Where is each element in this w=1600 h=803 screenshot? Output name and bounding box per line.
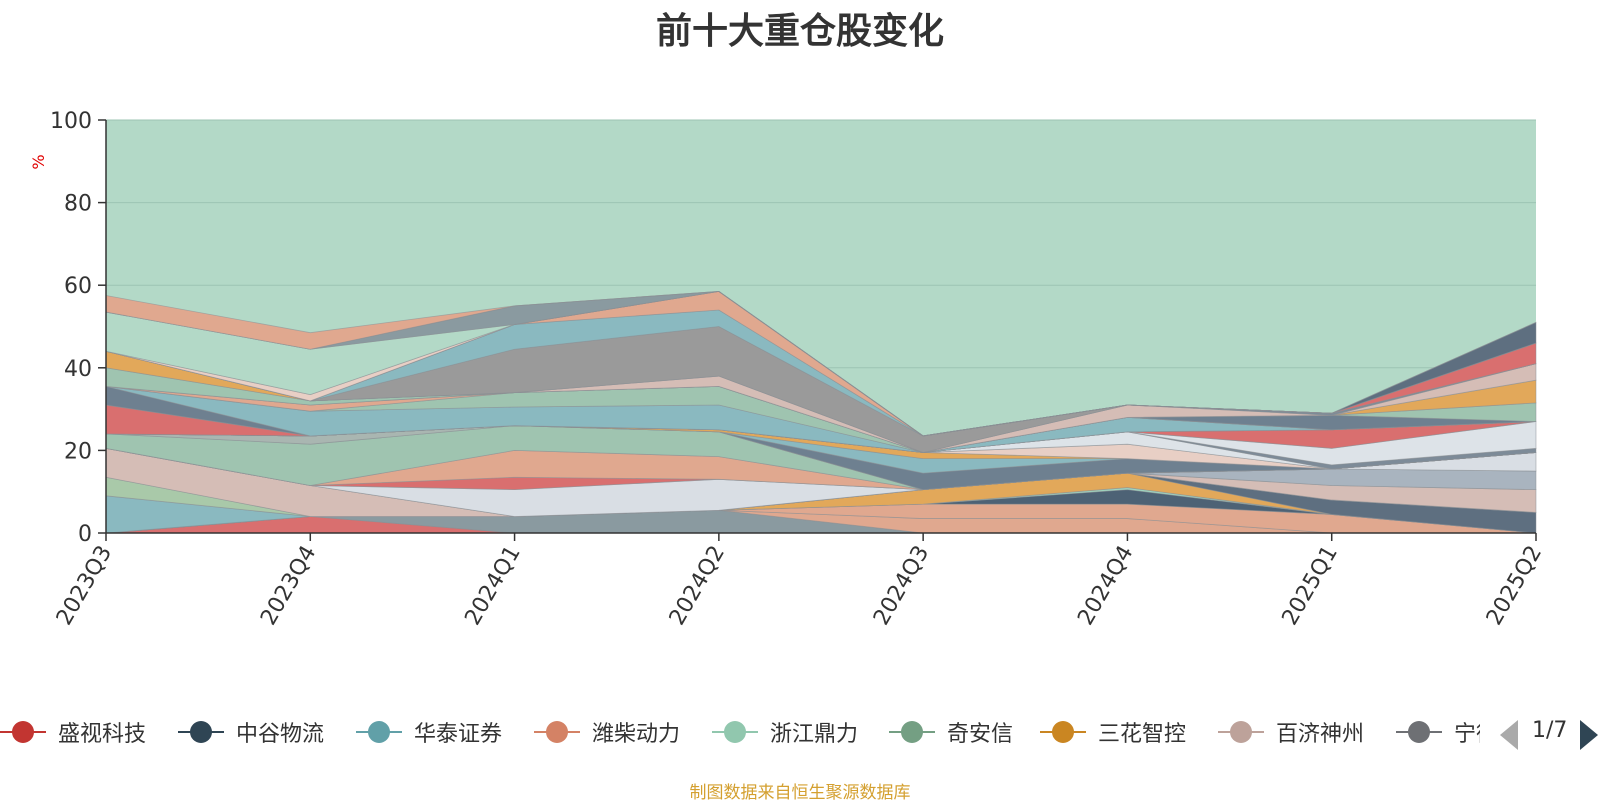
x-tick-label: 2025Q2 xyxy=(1482,542,1547,630)
legend-label: 潍柴动力 xyxy=(592,722,681,747)
x-tick-label: 2024Q2 xyxy=(665,542,730,630)
legend-item[interactable]: 潍柴动力 xyxy=(534,712,680,752)
legend-item[interactable]: 盛视科技 xyxy=(0,712,146,752)
legend-marker-icon xyxy=(1218,712,1264,752)
legend-label: 华泰证券 xyxy=(414,722,503,747)
y-tick-label: 20 xyxy=(64,439,92,464)
y-tick-label: 80 xyxy=(64,192,92,217)
stack-area-43 xyxy=(105,290,1537,437)
legend-label: 三花智控 xyxy=(1098,722,1187,747)
chart-title: 前十大重仓股变化 xyxy=(655,11,944,52)
legend-item[interactable]: 百济神州 xyxy=(1218,712,1364,752)
legend-marker-icon xyxy=(534,712,580,752)
legend-label: 盛视科技 xyxy=(58,722,147,747)
legend-item[interactable]: 浙江鼎力 xyxy=(712,712,858,752)
x-tick-label: 2024Q4 xyxy=(1073,542,1138,630)
data-source-note: 制图数据来自恒生聚源数据库 xyxy=(689,783,911,803)
legend-item[interactable]: 奇安信 xyxy=(889,712,1013,752)
legend-marker-icon xyxy=(178,712,224,752)
legend: 盛视科技 中谷物流 华泰证券 潍柴动力 浙江鼎力 奇安信 三花智控 百济神州 宁德 xyxy=(0,712,1480,752)
y-tick-label: 0 xyxy=(78,522,92,547)
x-tick-label: 2024Q1 xyxy=(460,542,525,630)
legend-marker-icon xyxy=(1396,712,1442,752)
legend-label: 百济神州 xyxy=(1276,722,1365,747)
legend-item[interactable]: 华泰证券 xyxy=(356,712,502,752)
y-tick-label: 40 xyxy=(64,357,92,382)
legend-label: 浙江鼎力 xyxy=(770,722,859,747)
legend-item[interactable]: 中谷物流 xyxy=(178,712,324,752)
legend-marker-icon xyxy=(1040,712,1086,752)
legend-label: 宁德 xyxy=(1454,722,1480,747)
x-tick-label: 2025Q1 xyxy=(1278,542,1343,630)
y-tick-label: 60 xyxy=(64,274,92,299)
page-indicator: 1/7 xyxy=(1532,718,1568,743)
stacked-area-chart: 0 20 40 60 80 100 2023Q3 2023Q4 2024Q1 2024Q2 2024… xyxy=(29,109,1547,630)
legend-marker-icon xyxy=(0,712,46,752)
legend-item[interactable]: 宁德 xyxy=(1396,712,1480,752)
legend-label: 中谷物流 xyxy=(236,722,325,747)
x-tick-label: 2023Q3 xyxy=(52,542,117,630)
legend-pager: 1/7 xyxy=(1500,716,1600,752)
legend-item[interactable]: 三花智控 xyxy=(1040,712,1186,752)
legend-marker-icon xyxy=(712,712,758,752)
x-tick-label: 2023Q4 xyxy=(256,542,321,630)
legend-marker-icon xyxy=(356,712,402,752)
y-axis-label: % xyxy=(29,154,48,169)
next-page-arrow-icon[interactable] xyxy=(1580,720,1598,750)
prev-page-arrow-icon[interactable] xyxy=(1500,720,1518,750)
legend-marker-icon xyxy=(889,712,935,752)
legend-label: 奇安信 xyxy=(947,722,1014,747)
x-tick-label: 2024Q3 xyxy=(869,542,934,630)
y-tick-label: 100 xyxy=(50,109,92,134)
